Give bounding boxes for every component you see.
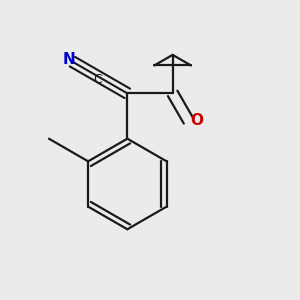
- Text: C: C: [93, 73, 102, 86]
- Text: O: O: [190, 113, 203, 128]
- Text: N: N: [62, 52, 75, 67]
